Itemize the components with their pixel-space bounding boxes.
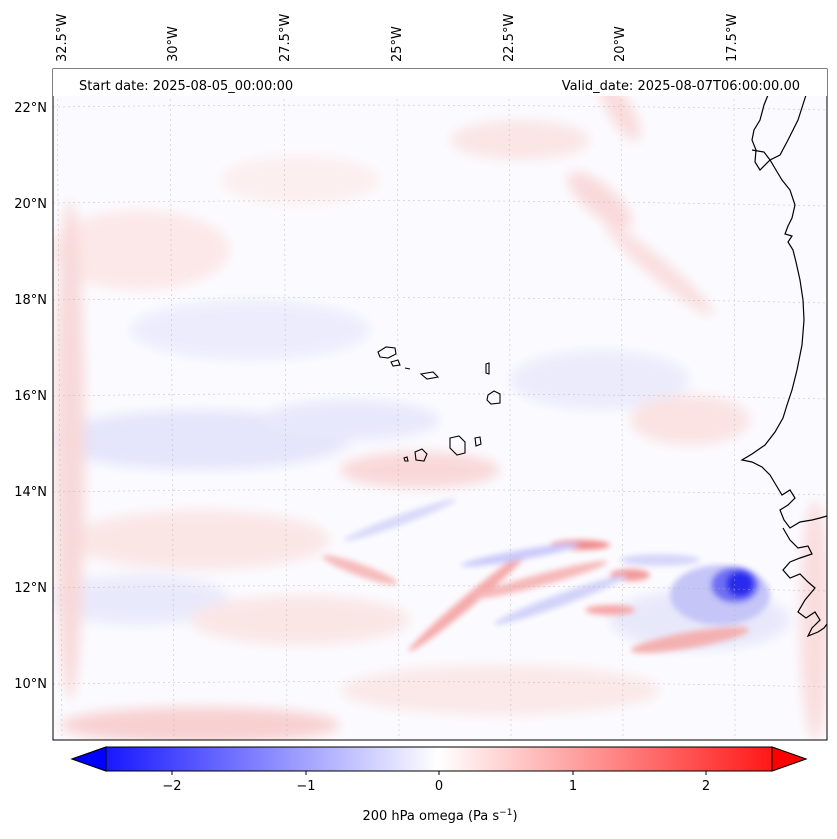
lon-label: 25°W (390, 26, 405, 62)
lon-label: 27.5°W (278, 14, 293, 62)
valid-date-label: Valid_date: 2025-08-07T06:00:00.00 (562, 79, 800, 94)
colorbar-title-exponent: −1 (499, 808, 512, 818)
lon-label: 32.5°W (55, 14, 70, 62)
latitude-axis: 22°N 20°N 18°N 16°N 14°N 12°N 10°N (14, 101, 47, 692)
colorbar-title: 200 hPa omega (Pa s−1) (362, 808, 517, 824)
omega-field (53, 69, 827, 740)
longitude-axis: 32.5°W 30°W 27.5°W 25°W 22.5°W 20°W 17.5… (55, 14, 740, 62)
colorbar-tick: −2 (162, 779, 181, 794)
lon-label: 20°W (613, 26, 628, 62)
start-date-label: Start date: 2025-08-05_00:00:00 (79, 79, 293, 94)
lon-label: 22.5°W (502, 14, 517, 62)
colorbar-ramp (70, 746, 808, 772)
lat-label: 16°N (14, 389, 47, 404)
map-panel: Start date: 2025-08-05_00:00:00 Valid_da… (52, 68, 828, 741)
lon-label: 30°W (166, 26, 181, 62)
lat-label: 10°N (14, 677, 47, 692)
header-strip (53, 69, 827, 96)
graticule (53, 69, 827, 740)
colorbar-title-text: 200 hPa omega (Pa s (362, 809, 499, 824)
colorbar-extend-max (771, 746, 808, 772)
cape-verde-islands (377, 346, 501, 462)
lon-label: 17.5°W (725, 14, 740, 62)
lat-label: 20°N (14, 197, 47, 212)
lat-label: 14°N (14, 485, 47, 500)
colorbar-tick: 1 (569, 779, 577, 794)
colorbar-tick: −1 (296, 779, 315, 794)
lat-label: 18°N (14, 293, 47, 308)
lat-label: 12°N (14, 581, 47, 596)
lat-label: 22°N (14, 101, 47, 116)
colorbar-extend-min (70, 746, 107, 772)
colorbar: −2 −1 0 1 2 200 hPa omega (Pa s−1) (70, 746, 808, 824)
colorbar-tick: 0 (435, 779, 443, 794)
colorbar-tick: 2 (702, 779, 710, 794)
colorbar-title-close: ) (512, 809, 517, 824)
africa-coastline (740, 69, 827, 638)
